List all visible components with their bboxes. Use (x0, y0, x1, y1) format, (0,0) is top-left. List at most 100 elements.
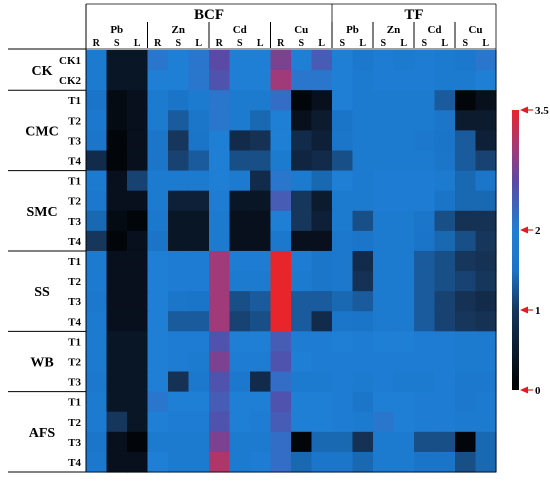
heatmap-cell (352, 371, 374, 393)
heatmap-cell (311, 70, 333, 91)
heatmap-cell (86, 451, 108, 473)
heatmap-cell (250, 50, 272, 71)
heatmap-cell (188, 190, 210, 212)
heatmap-cell (127, 371, 149, 393)
heatmap-cell (455, 130, 477, 152)
heatmap-cell (106, 210, 128, 232)
heatmap-cell (332, 271, 354, 292)
heatmap-cell (393, 451, 415, 473)
heatmap-cell (455, 170, 477, 192)
heatmap-cell (127, 311, 149, 332)
heatmap-cell (393, 271, 415, 292)
heatmap-cell (414, 50, 436, 71)
heatmap-cell (86, 351, 108, 373)
heatmap-cell (250, 311, 272, 332)
heatmap-cell (475, 271, 497, 292)
heatmap-cell (106, 291, 128, 312)
heatmap-cell (434, 250, 456, 272)
heatmap-cell (311, 391, 333, 413)
heatmap-cell (86, 230, 108, 252)
heatmap-cell (168, 451, 190, 473)
tissue-label: L (257, 38, 264, 49)
heatmap-cell (434, 50, 456, 71)
heatmap-cell (291, 50, 313, 71)
heatmap-cell (393, 311, 415, 332)
heatmap-cell (270, 250, 292, 272)
heatmap-cell (229, 190, 251, 212)
heatmap-cell (106, 371, 128, 393)
heatmap-cell (209, 331, 231, 353)
heatmap-cell (209, 210, 231, 232)
heatmap-cell (188, 110, 210, 131)
heatmap-cell (250, 451, 272, 473)
heatmap-cell (127, 351, 149, 373)
row-label: T4 (68, 156, 81, 168)
heatmap-cell (455, 210, 477, 232)
row-label: CK1 (59, 55, 81, 67)
heatmap-cell (311, 150, 333, 172)
heatmap-cell (229, 170, 251, 192)
heatmap-cell (86, 190, 108, 212)
heatmap-cell (168, 170, 190, 192)
heatmap-cell (291, 230, 313, 252)
heatmap-cell (86, 311, 108, 332)
heatmap-cell (229, 150, 251, 172)
heatmap-cell (127, 210, 149, 232)
heatmap-cell (291, 190, 313, 212)
heatmap-cell (291, 271, 313, 292)
heatmap-cell (250, 331, 272, 353)
heatmap-cell (414, 250, 436, 272)
heatmap-cell (209, 451, 231, 473)
heatmap-cell (168, 391, 190, 413)
heatmap-cell (332, 110, 354, 131)
heatmap-cell (311, 250, 333, 272)
heatmap-cell (250, 431, 272, 453)
row-label: T1 (68, 95, 81, 107)
heatmap-cell (332, 70, 354, 91)
tissue-label: L (318, 38, 325, 49)
heatmap-cell (127, 391, 149, 413)
tissue-label: R (93, 38, 101, 49)
heatmap-cell (270, 210, 292, 232)
heatmap-cell (311, 230, 333, 252)
heatmap-cell (168, 411, 190, 433)
heatmap-cell (209, 150, 231, 172)
heatmap-cell (250, 230, 272, 252)
heatmap-cell (86, 291, 108, 312)
heatmap-cell (106, 190, 128, 212)
heatmap-cell (209, 351, 231, 373)
tick-marker (520, 106, 528, 114)
heatmap-cell (106, 150, 128, 172)
heatmap-cell (250, 250, 272, 272)
heatmap-cell (229, 230, 251, 252)
heatmap-cell (352, 50, 374, 71)
tissue-label: S (380, 38, 386, 49)
heatmap-cell (311, 371, 333, 393)
heatmap-cell (311, 130, 333, 152)
heatmap-cell (250, 110, 272, 131)
heatmap-cell (188, 210, 210, 232)
heatmap-cell (127, 110, 149, 131)
heatmap-cell (188, 70, 210, 91)
heatmap-cell (332, 431, 354, 453)
heatmap-cell (188, 90, 210, 111)
heatmap-cell (127, 271, 149, 292)
heatmap-cell (250, 271, 272, 292)
heatmap-cell (332, 331, 354, 353)
heatmap-cell (270, 150, 292, 172)
metal-label: Cd (427, 24, 441, 36)
treatment-group-label: WB (30, 355, 53, 370)
treatment-group-label: CMC (25, 124, 58, 139)
heatmap-cell (127, 50, 149, 71)
heatmap-cell (168, 250, 190, 272)
heatmap-cell (86, 90, 108, 111)
metal-label: Zn (172, 24, 185, 36)
tick-marker (520, 306, 528, 314)
heatmap-cell (106, 70, 128, 91)
row-label: T3 (68, 216, 81, 228)
heatmap-cell (291, 411, 313, 433)
heatmap-cell (393, 331, 415, 353)
heatmap-cell (291, 311, 313, 332)
heatmap-cell (291, 70, 313, 91)
